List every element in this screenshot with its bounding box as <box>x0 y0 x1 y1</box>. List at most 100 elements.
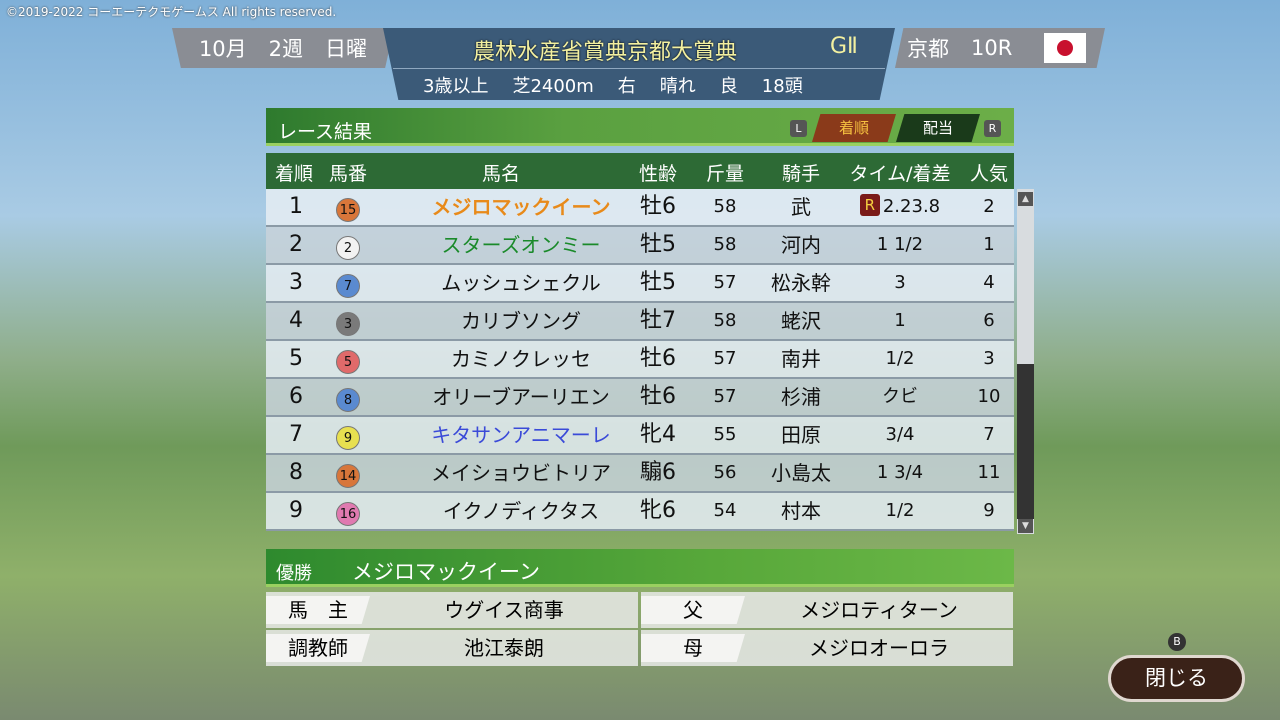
sex-age: 牡6 <box>640 346 676 371</box>
horse-name: スターズオンミー <box>441 233 601 257</box>
panel-title: レース結果 <box>278 121 373 143</box>
scroll-down-icon[interactable]: ▼ <box>1018 519 1033 533</box>
weight: 56 <box>713 462 737 483</box>
table-row[interactable]: 7 9 キタサンアニマーレ 牝4 55 田原 3/4 7 <box>266 417 1014 455</box>
field-size: 18頭 <box>761 76 803 97</box>
scroll-up-icon[interactable]: ▲ <box>1018 192 1033 206</box>
copyright-text: ©2019-2022 コーエーテクモゲームス All rights reserv… <box>6 5 337 19</box>
position: 8 <box>289 460 303 485</box>
position: 7 <box>289 422 303 447</box>
japan-flag-icon <box>1044 33 1087 63</box>
record-badge: R <box>859 194 880 216</box>
weight: 55 <box>713 424 737 445</box>
col-weight: 斤量 <box>705 163 744 185</box>
horse-number-badge: 5 <box>336 350 360 374</box>
table-row[interactable]: 5 5 カミノクレッセ 牡6 57 南井 1/2 3 <box>266 341 1014 379</box>
panel-header: レース結果 L 着順 配当 R <box>266 108 1014 146</box>
popularity: 1 <box>983 234 995 255</box>
weight: 58 <box>713 310 737 331</box>
horse-name: メイショウビトリア <box>431 461 611 485</box>
race-grade: GⅡ <box>830 34 858 59</box>
close-button[interactable]: 閉じる <box>1108 655 1245 702</box>
tab-order[interactable]: 着順 <box>812 114 896 142</box>
time-margin: 1/2 <box>885 348 915 369</box>
track-condition: 良 <box>719 76 738 97</box>
sex-age: 牡6 <box>640 194 676 219</box>
course: 京都 <box>907 37 949 61</box>
winner-bar: 優勝 メジロマックイーン <box>266 549 1014 587</box>
table-row[interactable]: 2 2 スターズオンミー 牡5 58 河内 1 1/2 1 <box>266 227 1014 265</box>
popularity: 3 <box>983 348 995 369</box>
l-key-icon: L <box>790 120 807 137</box>
popularity: 11 <box>977 462 1001 483</box>
horse-name: オリーブアーリエン <box>432 385 610 409</box>
horse-number-badge: 2 <box>336 236 360 260</box>
weight: 54 <box>713 500 737 521</box>
winner-name: メジロマックイーン <box>352 560 540 584</box>
sex-age: 牡5 <box>640 232 676 257</box>
week: 2週 <box>268 37 304 61</box>
col-name: 馬名 <box>481 163 520 185</box>
race-date: 10月 2週 日曜 <box>172 28 394 68</box>
divider <box>393 68 885 69</box>
popularity: 6 <box>983 310 995 331</box>
time-margin: 3/4 <box>885 424 915 445</box>
time-margin: 1 3/4 <box>876 462 924 483</box>
jockey: 河内 <box>781 233 821 257</box>
horse-number-badge: 14 <box>336 464 360 488</box>
winner-label: 優勝 <box>276 563 312 584</box>
sex-age: 牡7 <box>640 308 676 333</box>
trainer-label: 調教師 <box>266 634 370 662</box>
horse-number-badge: 15 <box>336 198 360 222</box>
weight: 58 <box>713 196 737 217</box>
horse-name: カミノクレッセ <box>451 347 591 371</box>
table-row[interactable]: 9 16 イクノディクタス 牝6 54 村本 1/2 9 <box>266 493 1014 531</box>
popularity: 9 <box>983 500 995 521</box>
position: 6 <box>289 384 303 409</box>
horse-name: メジロマックイーン <box>431 195 611 219</box>
r-key-icon: R <box>984 120 1001 137</box>
col-position: 着順 <box>274 163 313 185</box>
scroll-thumb[interactable] <box>1017 364 1034 519</box>
sire-value: メジロティターン <box>800 598 958 622</box>
time-margin: 3 <box>894 272 906 293</box>
position: 9 <box>289 498 303 523</box>
b-key-icon: B <box>1168 633 1186 651</box>
position: 4 <box>289 308 303 333</box>
jockey: 松永幹 <box>771 271 831 295</box>
jockey: 小島太 <box>771 461 831 485</box>
sex-age: 牝4 <box>640 422 676 447</box>
horse-name: キタサンアニマーレ <box>431 423 611 447</box>
weight: 57 <box>713 386 737 407</box>
col-time: タイム/着差 <box>849 163 951 185</box>
popularity: 2 <box>983 196 995 217</box>
horse-name: カリブソング <box>461 309 581 333</box>
table-row[interactable]: 8 14 メイショウビトリア 騸6 56 小島太 1 3/4 11 <box>266 455 1014 493</box>
tab-payout[interactable]: 配当 <box>896 114 980 142</box>
table-row[interactable]: 1 15 メジロマックイーン 牡6 58 武 R 2.23.8 2 <box>266 189 1014 227</box>
col-number: 馬番 <box>328 163 367 185</box>
horse-number-badge: 3 <box>336 312 360 336</box>
table-row[interactable]: 3 7 ムッシュシェクル 牡5 57 松永幹 3 4 <box>266 265 1014 303</box>
results-table: 1 15 メジロマックイーン 牡6 58 武 R 2.23.8 2 2 2 スターズオンミー 牡5 58 河… <box>266 189 1014 531</box>
scrollbar[interactable]: ▲ ▼ <box>1017 189 1034 534</box>
trainer-row: 調教師 池江泰朗 <box>266 630 638 666</box>
horse-name: ムッシュシェクル <box>441 271 601 295</box>
horse-number-badge: 7 <box>336 274 360 298</box>
dam-row: 母 メジロオーロラ <box>641 630 1013 666</box>
position: 1 <box>289 194 303 219</box>
race-number: 10R <box>971 36 1013 60</box>
weight: 57 <box>713 348 737 369</box>
sire-label: 父 <box>641 596 745 624</box>
jockey: 武 <box>791 195 811 219</box>
position: 3 <box>289 270 303 295</box>
month: 10月 <box>198 37 247 61</box>
time-margin: 1 <box>894 310 906 331</box>
position: 2 <box>289 232 303 257</box>
table-row[interactable]: 4 3 カリブソング 牡7 58 蛯沢 1 6 <box>266 303 1014 341</box>
sex-age: 牡6 <box>640 384 676 409</box>
jockey: 田原 <box>781 423 821 447</box>
table-row[interactable]: 6 8 オリーブアーリエン 牡6 57 杉浦 クビ 10 <box>266 379 1014 417</box>
race-name: 農林水産省賞典京都大賞典 <box>473 40 738 65</box>
horse-number-badge: 16 <box>336 502 360 526</box>
